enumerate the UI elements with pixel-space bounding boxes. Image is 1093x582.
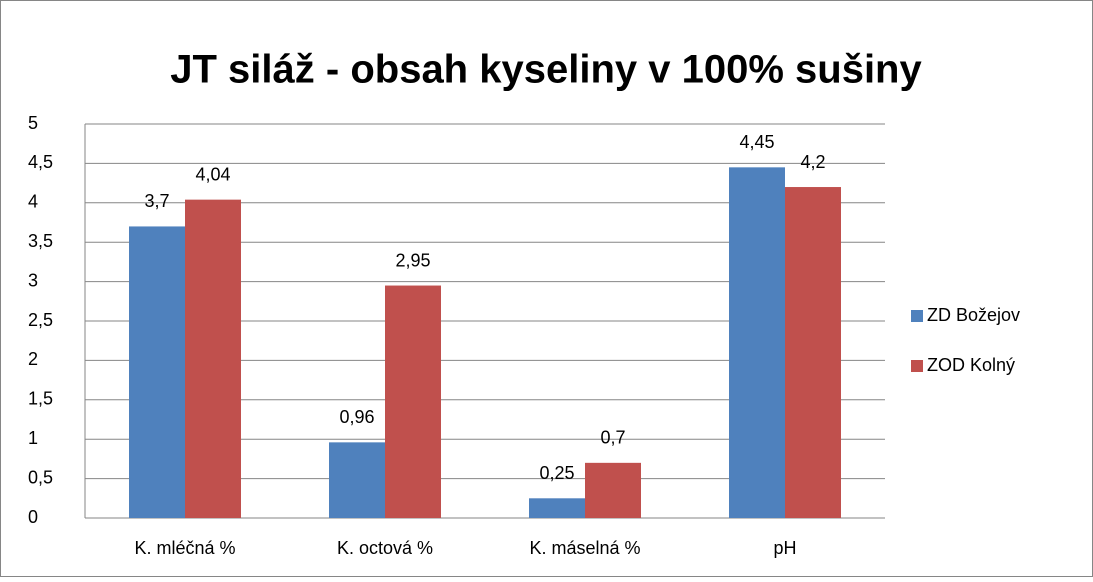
value-label: 0,25 xyxy=(539,463,574,483)
value-label: 3,7 xyxy=(144,191,169,211)
y-tick-label: 4 xyxy=(28,192,38,212)
y-tick-label: 3,5 xyxy=(28,231,53,251)
x-tick-label: K. mléčná % xyxy=(134,538,235,558)
y-tick-label: 2,5 xyxy=(28,310,53,330)
x-tick-label: K. máselná % xyxy=(529,538,640,558)
legend-label: ZOD Kolný xyxy=(927,355,1015,375)
x-tick-label: pH xyxy=(773,538,796,558)
bar xyxy=(129,226,185,518)
bar xyxy=(185,199,241,518)
bar xyxy=(529,498,585,518)
chart-title: JT siláž - obsah kyseliny v 100% sušiny xyxy=(170,48,922,92)
legend-swatch xyxy=(911,310,923,322)
value-label: 0,96 xyxy=(339,407,374,427)
bar xyxy=(329,442,385,518)
legend-label: ZD Božejov xyxy=(927,305,1020,325)
y-tick-label: 1,5 xyxy=(28,389,53,409)
y-tick-label: 2 xyxy=(28,349,38,369)
y-tick-label: 4,5 xyxy=(28,152,53,172)
bar xyxy=(729,167,785,518)
value-label: 2,95 xyxy=(395,250,430,270)
value-label: 0,7 xyxy=(600,428,625,448)
y-tick-label: 1 xyxy=(28,428,38,448)
y-tick-label: 5 xyxy=(28,113,38,133)
bar xyxy=(585,462,641,518)
x-tick-label: K. octová % xyxy=(337,538,433,558)
value-label: 4,04 xyxy=(195,164,230,184)
value-label: 4,45 xyxy=(739,132,774,152)
y-tick-label: 0 xyxy=(28,507,38,527)
y-tick-label: 0,5 xyxy=(28,467,53,487)
legend-swatch xyxy=(911,360,923,372)
bar xyxy=(385,285,441,518)
value-label: 4,2 xyxy=(800,152,825,172)
y-tick-label: 3 xyxy=(28,270,38,290)
bar xyxy=(785,187,841,519)
